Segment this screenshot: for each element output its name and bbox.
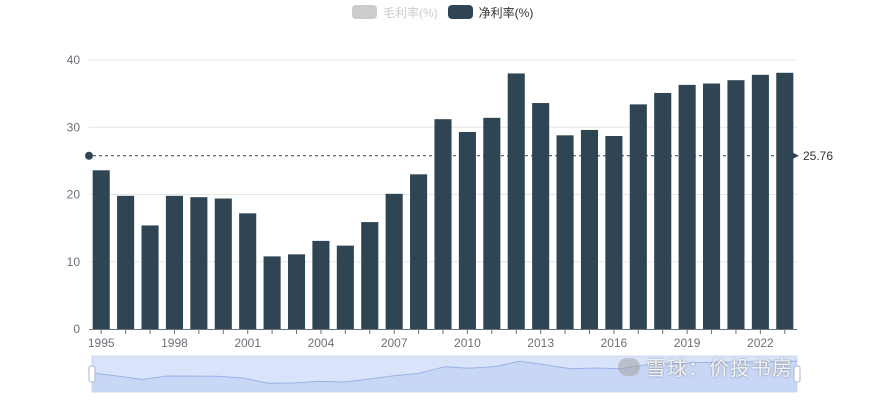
bar[interactable] [458, 131, 476, 329]
x-tick-label: 2016 [601, 336, 628, 350]
bar[interactable] [190, 197, 208, 329]
bar[interactable] [605, 135, 623, 329]
y-tick-label: 0 [73, 322, 80, 336]
y-axis-ticks: 0 10 20 30 40 [67, 53, 81, 336]
bar[interactable] [703, 83, 721, 329]
bar[interactable] [263, 256, 281, 329]
bar-series [92, 72, 794, 330]
mark-line-label: 25.76 [803, 149, 833, 163]
mark-line-start [85, 151, 93, 160]
bar[interactable] [751, 74, 769, 329]
bar[interactable] [434, 119, 452, 330]
x-tick-label: 2001 [234, 336, 261, 350]
bar[interactable] [556, 135, 574, 329]
data-zoom-slider[interactable] [88, 355, 801, 393]
legend: 毛利率(%) 净利率(%) [352, 2, 533, 22]
bar[interactable] [580, 129, 599, 329]
wechat-icon [618, 357, 640, 376]
y-tick-label: 30 [67, 120, 81, 134]
bar[interactable] [214, 198, 232, 329]
bar[interactable] [312, 240, 330, 329]
x-tick-label: 2013 [527, 336, 554, 350]
bar[interactable] [165, 195, 183, 329]
bar[interactable] [776, 72, 794, 329]
x-tick-label: 2004 [308, 336, 335, 350]
x-tick-label: 2022 [747, 336, 774, 350]
x-tick-label: 2019 [674, 336, 701, 350]
bar[interactable] [532, 103, 550, 329]
zoom-selection[interactable] [92, 356, 797, 392]
bar[interactable] [483, 117, 501, 330]
legend-item-net-margin[interactable]: 净利率(%) [447, 4, 534, 21]
bar[interactable] [385, 193, 403, 329]
zoom-preview-line [91, 360, 798, 384]
legend-label-net-margin: 净利率(%) [478, 5, 534, 20]
zoom-handle-left[interactable] [88, 365, 96, 383]
zoom-handle-right[interactable] [793, 365, 801, 383]
watermark-text: 雪球：价投书房 [646, 356, 793, 380]
mark-line-arrow [791, 151, 799, 160]
bar[interactable] [92, 170, 110, 329]
bar[interactable] [336, 245, 354, 329]
y-tick-label: 10 [67, 255, 81, 269]
bar[interactable] [727, 80, 745, 329]
average-mark-line: 25.76 [85, 149, 833, 163]
bar[interactable] [239, 213, 257, 329]
x-tick-label: 1995 [88, 336, 115, 350]
x-axis: 1995 1998 2001 2004 2007 2010 2013 2016 2019 2022 [88, 329, 797, 350]
legend-item-gross-margin[interactable]: 毛利率(%) [352, 4, 438, 21]
bar[interactable] [654, 92, 672, 329]
bar[interactable] [507, 73, 525, 329]
y-tick-label: 20 [67, 188, 81, 202]
legend-swatch-net-margin [447, 5, 473, 19]
legend-label-gross-margin: 毛利率(%) [383, 5, 438, 20]
bar[interactable] [629, 104, 647, 329]
legend-swatch-gross-margin [352, 5, 377, 19]
bar[interactable] [410, 174, 428, 329]
x-tick-label: 2010 [454, 336, 481, 350]
bar[interactable] [287, 254, 306, 329]
bar[interactable] [117, 195, 135, 329]
watermark: 雪球：价投书房 [618, 352, 793, 381]
x-tick-label: 1998 [161, 336, 188, 350]
x-tick-label: 2007 [381, 336, 408, 350]
bar[interactable] [141, 225, 159, 329]
y-tick-label: 40 [67, 53, 81, 67]
bar[interactable] [678, 84, 696, 329]
bar[interactable] [361, 222, 379, 329]
